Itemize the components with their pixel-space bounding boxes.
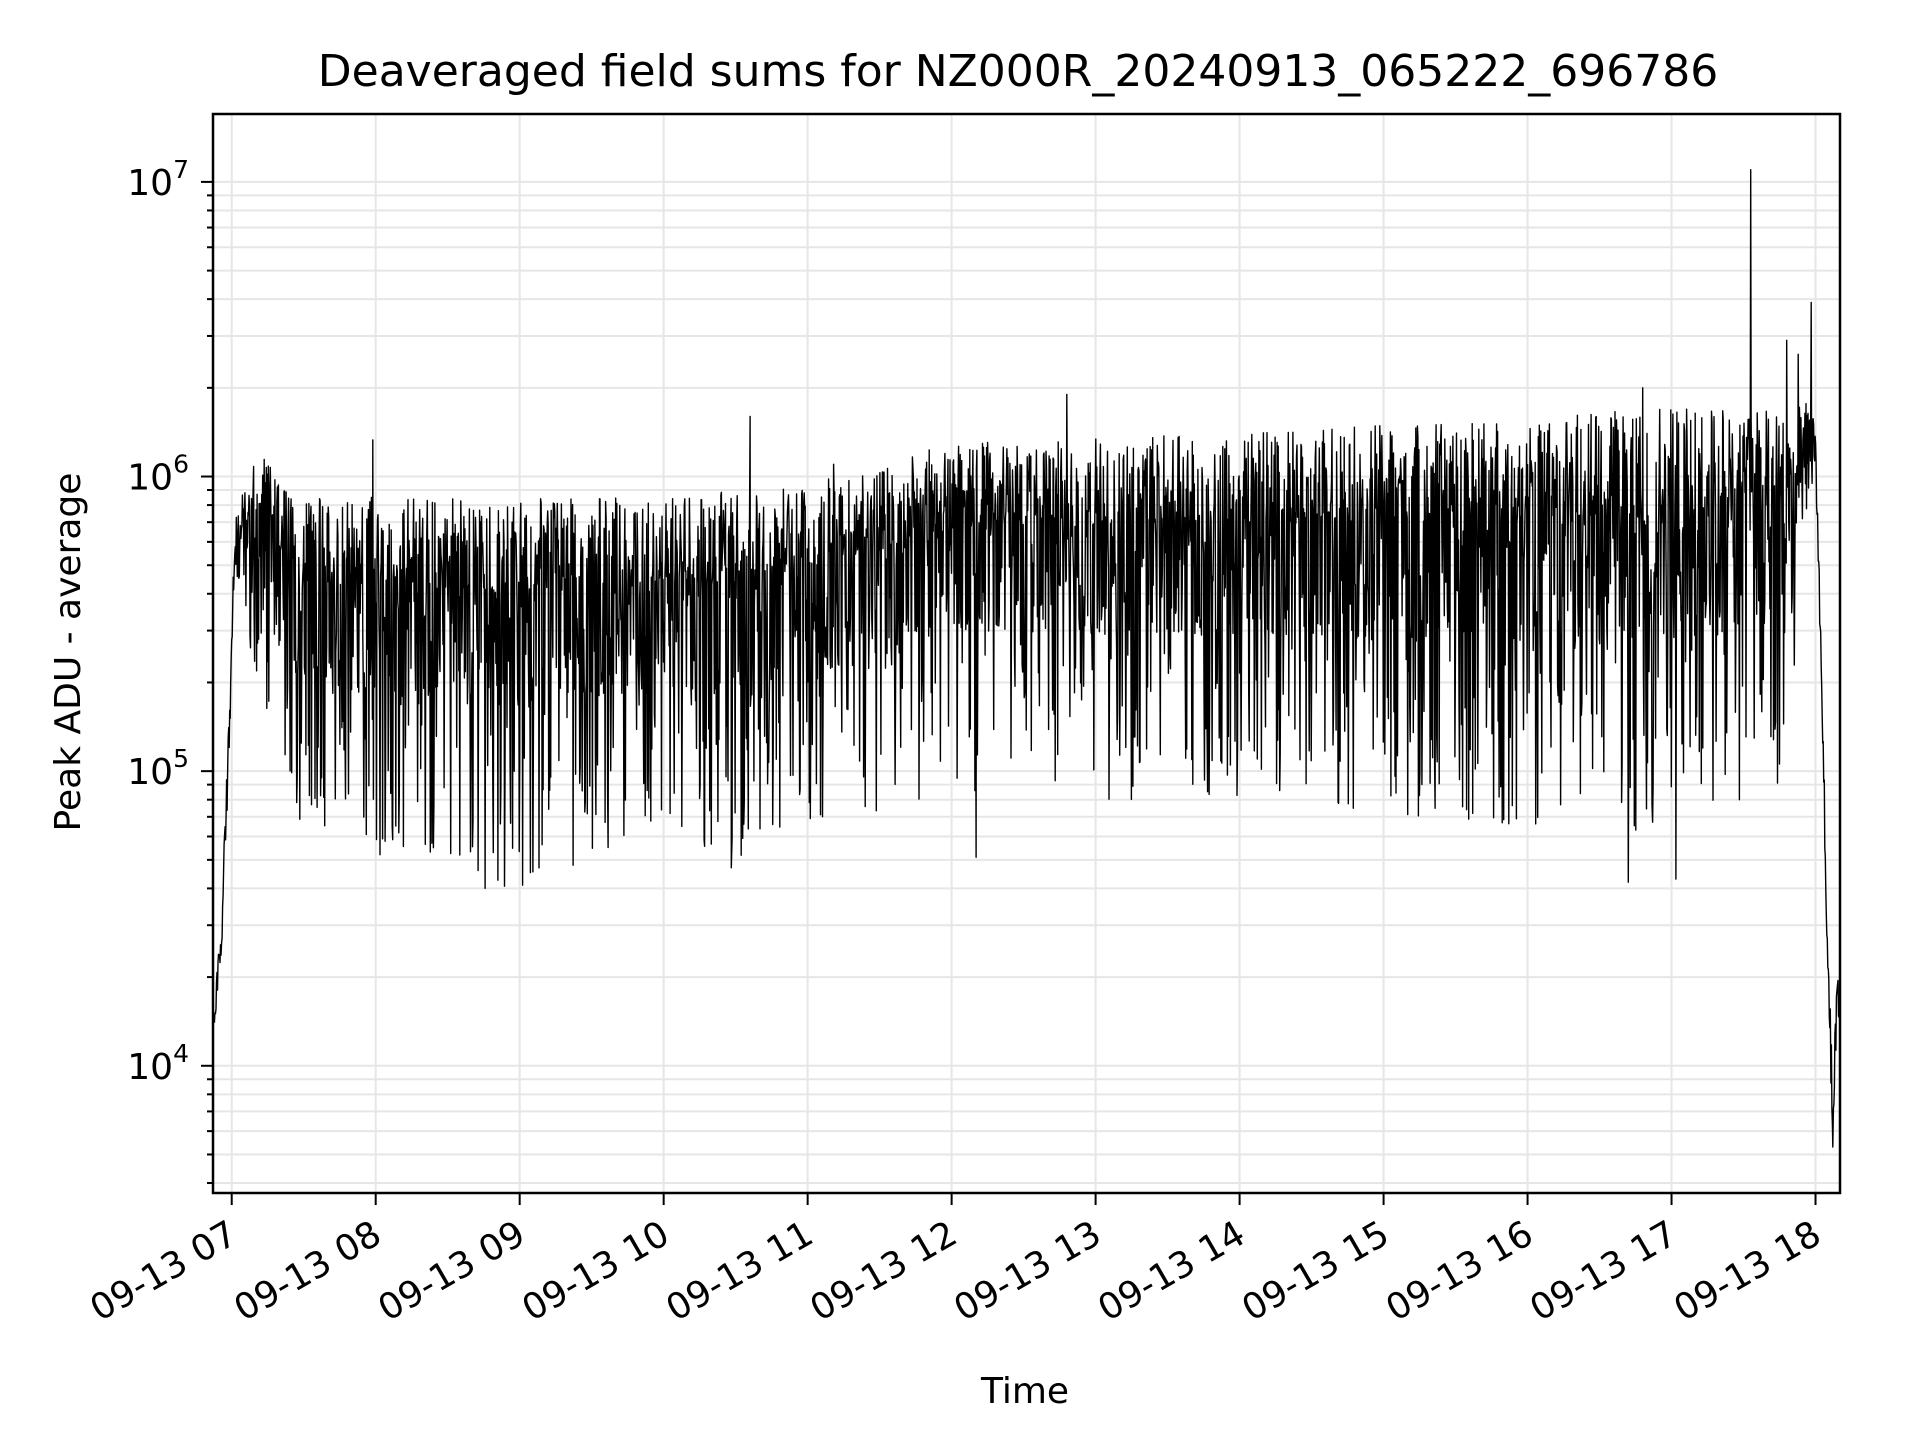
x-axis-label: Time [980, 1371, 1069, 1412]
chart-title: Deaveraged field sums for NZ000R_2024091… [318, 46, 1718, 97]
plot-frame [211, 112, 1842, 1195]
series-line [213, 169, 1841, 1148]
y-axis-label: Peak ADU - average [48, 473, 89, 832]
y-tick-label: 105 [127, 744, 189, 793]
y-tick-label: 104 [127, 1039, 189, 1088]
y-tick-label: 107 [127, 155, 189, 204]
y-tick-label: 106 [127, 450, 189, 499]
series-path [213, 169, 1841, 1148]
